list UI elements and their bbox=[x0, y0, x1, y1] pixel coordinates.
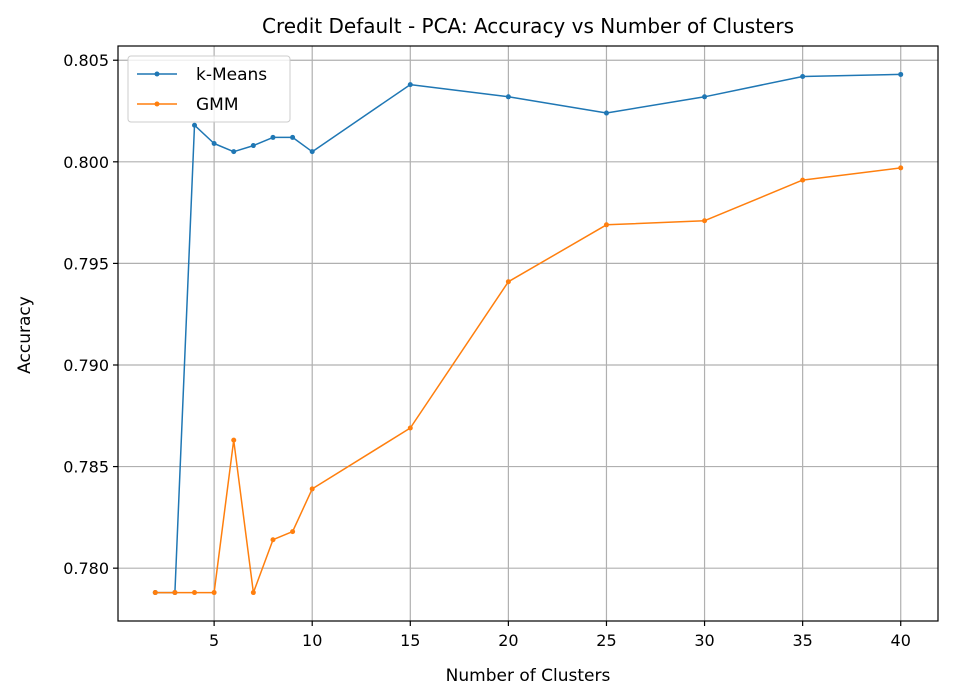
data-point-k-means bbox=[407, 82, 413, 88]
x-tick-label: 35 bbox=[792, 631, 812, 650]
legend-marker-kmeans bbox=[154, 71, 160, 77]
data-point-gmm bbox=[407, 425, 413, 431]
y-axis: 0.780 0.785 0.790 0.795 0.800 0.805 bbox=[63, 51, 118, 578]
data-point-gmm bbox=[152, 590, 158, 596]
y-tick-label: 0.800 bbox=[63, 153, 109, 172]
data-point-gmm bbox=[800, 177, 806, 183]
data-point-gmm bbox=[172, 590, 178, 596]
data-point-k-means bbox=[505, 94, 511, 100]
data-point-gmm bbox=[702, 218, 708, 224]
data-point-gmm bbox=[250, 590, 256, 596]
plot-frame bbox=[117, 45, 939, 622]
plot-area bbox=[117, 45, 939, 622]
legend: k-Means GMM bbox=[127, 55, 291, 123]
plot-background bbox=[118, 46, 938, 621]
legend-box bbox=[127, 55, 291, 123]
data-point-gmm bbox=[290, 529, 296, 535]
y-axis-title: Accuracy bbox=[15, 296, 35, 374]
y-tick-label: 0.780 bbox=[63, 559, 109, 578]
data-point-k-means bbox=[270, 134, 276, 140]
x-tick-label: 10 bbox=[302, 631, 322, 650]
data-point-k-means bbox=[800, 73, 806, 79]
x-axis-title: Number of Clusters bbox=[446, 666, 611, 686]
legend-label-gmm: GMM bbox=[196, 95, 239, 115]
data-point-k-means bbox=[211, 141, 217, 147]
data-point-gmm bbox=[270, 537, 276, 543]
data-point-k-means bbox=[898, 71, 904, 77]
data-point-gmm bbox=[898, 165, 904, 171]
chart-title: Credit Default - PCA: Accuracy vs Number… bbox=[262, 14, 794, 38]
data-point-k-means bbox=[702, 94, 708, 100]
x-tick-label: 25 bbox=[596, 631, 616, 650]
y-tick-label: 0.790 bbox=[63, 356, 109, 375]
data-point-k-means bbox=[192, 122, 198, 128]
data-point-k-means bbox=[250, 143, 256, 149]
data-point-k-means bbox=[603, 110, 609, 116]
data-point-k-means bbox=[231, 149, 237, 155]
data-point-gmm bbox=[309, 486, 315, 492]
data-point-gmm bbox=[231, 437, 237, 443]
legend-marker-gmm bbox=[154, 101, 160, 107]
legend-label-kmeans: k-Means bbox=[196, 65, 267, 85]
grid bbox=[118, 46, 938, 621]
x-tick-label: 40 bbox=[891, 631, 911, 650]
y-tick-label: 0.785 bbox=[63, 458, 109, 477]
series-layer bbox=[152, 71, 904, 596]
data-point-gmm bbox=[192, 590, 198, 596]
data-point-gmm bbox=[505, 279, 511, 285]
data-point-gmm bbox=[211, 590, 217, 596]
x-tick-label: 5 bbox=[209, 631, 219, 650]
x-tick-label: 20 bbox=[498, 631, 518, 650]
data-point-k-means bbox=[290, 134, 296, 140]
y-tick-label: 0.795 bbox=[63, 254, 109, 273]
y-tick-label: 0.805 bbox=[63, 51, 109, 70]
x-axis: 5 10 15 20 25 30 35 40 bbox=[209, 621, 911, 650]
data-point-gmm bbox=[603, 222, 609, 228]
x-tick-label: 15 bbox=[400, 631, 420, 650]
data-point-k-means bbox=[309, 149, 315, 155]
x-tick-label: 30 bbox=[694, 631, 714, 650]
